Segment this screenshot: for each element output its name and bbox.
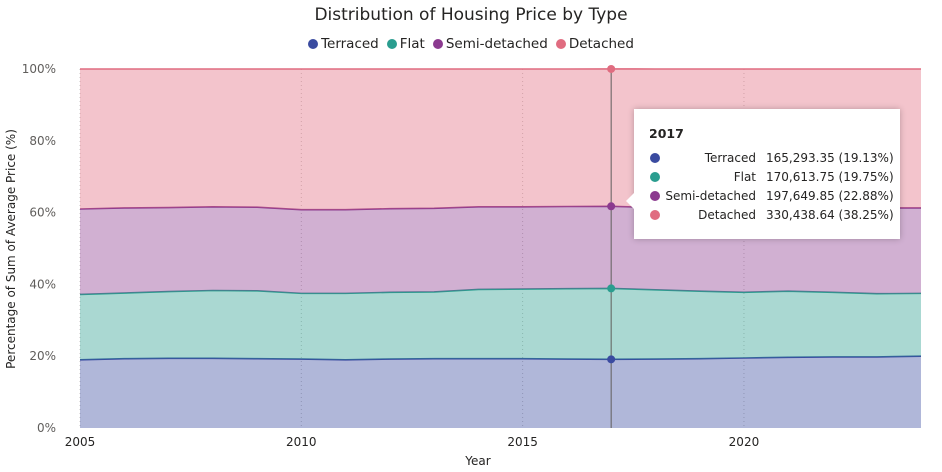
legend-label: Terraced: [321, 36, 379, 52]
y-tick-label: 80%: [29, 134, 56, 148]
tooltip-swatch: [650, 191, 660, 201]
tooltip-series-name: Terraced: [704, 151, 756, 165]
hover-point-detached: [607, 64, 616, 73]
hover-point-terraced: [607, 355, 616, 364]
tooltip-title: 2017: [649, 126, 684, 141]
y-axis-label: Percentage of Sum of Average Price (%): [4, 129, 18, 369]
legend-item-detached[interactable]: Detached: [555, 36, 634, 52]
tooltip-arrow: [626, 193, 634, 209]
hover-point-flat: [607, 284, 616, 293]
legend: Terraced Flat Semi-detached Detached: [0, 36, 942, 52]
tooltip-value: 330,438.64 (38.25%): [766, 208, 894, 222]
line-flat: [79, 287, 922, 296]
x-tick-label: 2005: [65, 435, 96, 449]
hover-point-semi-detached: [607, 202, 616, 211]
y-tick-label: 0%: [37, 421, 56, 435]
legend-swatch: [308, 39, 319, 49]
legend-label: Semi-detached: [445, 36, 548, 52]
legend-swatch: [386, 39, 397, 49]
tooltip-value: 197,649.85 (22.88%): [766, 189, 894, 203]
legend-label: Detached: [568, 36, 634, 52]
area-flat: [80, 288, 921, 360]
tooltip: 2017 Terraced 165,293.35 (19.13%) Flat 170,…: [626, 109, 900, 239]
tooltip-series-name: Semi-detached: [665, 189, 756, 203]
x-tick-label: 2015: [507, 435, 538, 449]
y-tick-label: 100%: [22, 62, 56, 76]
tooltip-row: Terraced 165,293.35 (19.13%): [634, 149, 900, 169]
tooltip-swatch: [650, 210, 660, 220]
tooltip-row: Detached 330,438.64 (38.25%): [634, 206, 900, 226]
legend-label: Flat: [399, 36, 425, 52]
tooltip-swatch: [650, 153, 660, 163]
chart-title: Distribution of Housing Price by Type: [314, 5, 628, 25]
y-tick-label: 40%: [29, 277, 56, 291]
tooltip-series-name: Detached: [698, 208, 756, 222]
legend-swatch: [555, 39, 566, 49]
tooltip-value: 170,613.75 (19.75%): [766, 170, 894, 184]
y-tick-label: 60%: [29, 206, 56, 220]
chart-axes: 0% 20% 40% 60% 80% 100% 2005 2010 2015 2020: [22, 62, 760, 449]
x-tick-label: 2020: [729, 435, 760, 449]
x-tick-label: 2010: [286, 435, 317, 449]
tooltip-swatch: [650, 172, 660, 182]
legend-item-terraced[interactable]: Terraced: [308, 36, 379, 52]
x-axis-label: Year: [464, 454, 490, 468]
area-terraced: [80, 356, 921, 428]
legend-item-semi-detached[interactable]: Semi-detached: [432, 36, 548, 52]
tooltip-series-name: Flat: [733, 170, 756, 184]
tooltip-value: 165,293.35 (19.13%): [766, 151, 894, 165]
legend-swatch: [432, 39, 443, 49]
legend-item-flat[interactable]: Flat: [386, 36, 425, 52]
line-terraced: [79, 355, 922, 361]
tooltip-row: Flat 170,613.75 (19.75%): [634, 168, 900, 188]
hover-marker: [607, 64, 616, 428]
tooltip-row: Semi-detached 197,649.85 (22.88%): [634, 187, 900, 207]
y-tick-label: 20%: [29, 349, 56, 363]
